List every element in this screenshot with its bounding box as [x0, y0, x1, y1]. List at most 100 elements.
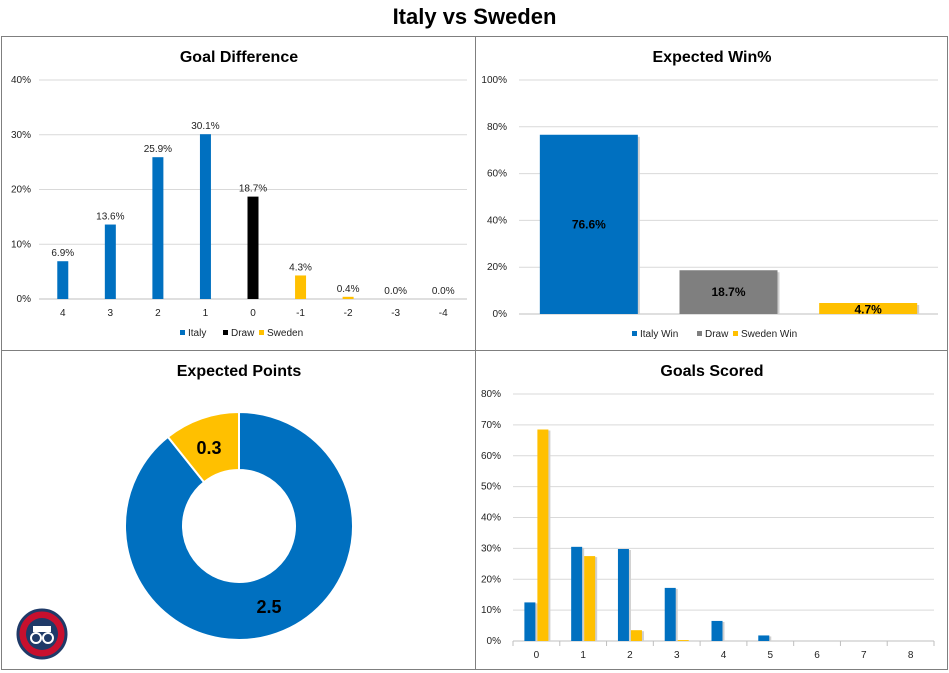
slice-label: 0.3	[196, 438, 221, 458]
data-label: 6.9%	[51, 248, 74, 259]
y-tick-label: 30%	[11, 130, 31, 141]
data-label: 0.0%	[384, 286, 407, 297]
legend-swatch	[632, 331, 637, 336]
y-tick-label: 0%	[493, 309, 508, 320]
bar	[758, 635, 770, 641]
y-tick-label: 60%	[487, 169, 507, 180]
legend-label: Italy	[188, 328, 206, 339]
page-title: Italy vs Sweden	[392, 4, 557, 29]
x-tick-label: 5	[767, 650, 773, 661]
goals-scored-panel: Goals Scored 0% 10% 20% 30% 40% 50% 60% 70% 80% 0 1…	[475, 350, 948, 670]
bar	[584, 556, 596, 641]
data-label: 18.7%	[239, 184, 267, 195]
y-tick-label: 100%	[481, 75, 507, 86]
y-tick-label: 60%	[481, 451, 501, 462]
pie-slice	[166, 410, 240, 484]
bar	[539, 134, 638, 314]
bar	[295, 275, 307, 299]
bar	[679, 270, 778, 314]
bar	[152, 157, 164, 299]
legend-swatch	[733, 331, 738, 336]
pie-slice	[124, 410, 354, 641]
x-tick-label: -4	[439, 308, 448, 319]
x-tick-label: 1	[203, 308, 209, 319]
x-tick-label: 1	[580, 650, 586, 661]
y-tick-label: 70%	[481, 420, 501, 431]
x-tick-label: -2	[344, 308, 353, 319]
bar	[630, 630, 642, 641]
slice-label: 2.5	[256, 597, 281, 617]
brand-logo	[16, 608, 68, 660]
data-label: 30.1%	[191, 121, 219, 132]
x-tick-label: 4	[721, 650, 727, 661]
legend-label: Sweden Win	[741, 329, 797, 340]
data-label: 76.6%	[572, 217, 606, 231]
y-tick-label: 20%	[481, 574, 501, 585]
legend-swatch	[223, 330, 228, 335]
x-tick-label: 3	[108, 308, 114, 319]
bar	[617, 548, 629, 641]
x-tick-label: 6	[814, 650, 820, 661]
data-label: 25.9%	[144, 144, 172, 155]
data-label: 4.3%	[289, 262, 312, 273]
y-tick-label: 80%	[487, 122, 507, 133]
bar	[711, 620, 723, 641]
x-tick-label: 8	[908, 650, 914, 661]
legend-label: Italy Win	[640, 329, 678, 340]
chart-title: Goal Difference	[180, 49, 298, 66]
bar	[819, 303, 918, 314]
x-tick-label: 2	[155, 308, 161, 319]
legend-swatch	[259, 330, 264, 335]
data-label: 0.4%	[337, 284, 360, 295]
legend-label: Draw	[231, 328, 255, 339]
bar	[342, 296, 354, 299]
y-tick-label: 50%	[481, 482, 501, 493]
chart-title: Expected Win%	[653, 49, 772, 66]
bar	[677, 640, 689, 641]
data-label: 18.7%	[711, 285, 745, 299]
bar	[664, 587, 676, 641]
legend-label: Draw	[705, 329, 729, 340]
y-tick-label: 10%	[11, 239, 31, 250]
data-label: 0.0%	[432, 286, 455, 297]
legend-label: Sweden	[267, 328, 303, 339]
x-tick-label: 0	[534, 650, 540, 661]
expected-win-panel: Expected Win% 0% 20% 40% 60% 80% 100% 76.6% 18.7…	[475, 36, 948, 351]
bar	[247, 196, 259, 299]
legend-swatch	[180, 330, 185, 335]
x-tick-label: -3	[391, 308, 400, 319]
x-tick-label: 4	[60, 308, 66, 319]
y-tick-label: 40%	[11, 75, 31, 86]
data-label: 4.7%	[854, 303, 882, 317]
chart-title: Expected Points	[177, 363, 302, 380]
bar	[524, 602, 536, 641]
y-tick-label: 0%	[17, 294, 32, 305]
chart-title: Goals Scored	[660, 363, 763, 380]
x-tick-label: 0	[250, 308, 256, 319]
expected-win-chart: Expected Win% 0% 20% 40% 60% 80% 100% 76.6% 18.7…	[481, 49, 938, 340]
bar	[104, 224, 116, 299]
x-tick-label: 3	[674, 650, 680, 661]
data-label: 13.6%	[96, 212, 124, 223]
expected-points-chart: Expected Points 2.5 0.3	[124, 363, 354, 641]
bar	[199, 134, 211, 299]
bar	[57, 261, 69, 299]
y-tick-label: 0%	[487, 636, 502, 647]
y-tick-label: 30%	[481, 543, 501, 554]
goals-scored-chart: Goals Scored 0% 10% 20% 30% 40% 50% 60% 70% 80% 0 1…	[481, 363, 935, 661]
expected-points-panel: Expected Points 2.5 0.3	[1, 350, 476, 670]
y-tick-label: 80%	[481, 389, 501, 400]
goal-difference-chart: Goal Difference 0% 10% 20% 30% 40% 6.9% 4 13.6% 3…	[11, 49, 467, 339]
goal-difference-panel: Goal Difference 0% 10% 20% 30% 40% 6.9% 4 13.6% 3…	[1, 36, 476, 351]
y-tick-label: 10%	[481, 605, 501, 616]
x-tick-label: 2	[627, 650, 633, 661]
x-tick-label: 7	[861, 650, 867, 661]
legend-swatch	[697, 331, 702, 336]
y-tick-label: 40%	[481, 513, 501, 524]
x-tick-label: -1	[296, 308, 305, 319]
y-tick-label: 20%	[487, 262, 507, 273]
bar	[571, 546, 583, 641]
y-tick-label: 40%	[487, 215, 507, 226]
y-tick-label: 20%	[11, 185, 31, 196]
bar	[537, 429, 549, 641]
